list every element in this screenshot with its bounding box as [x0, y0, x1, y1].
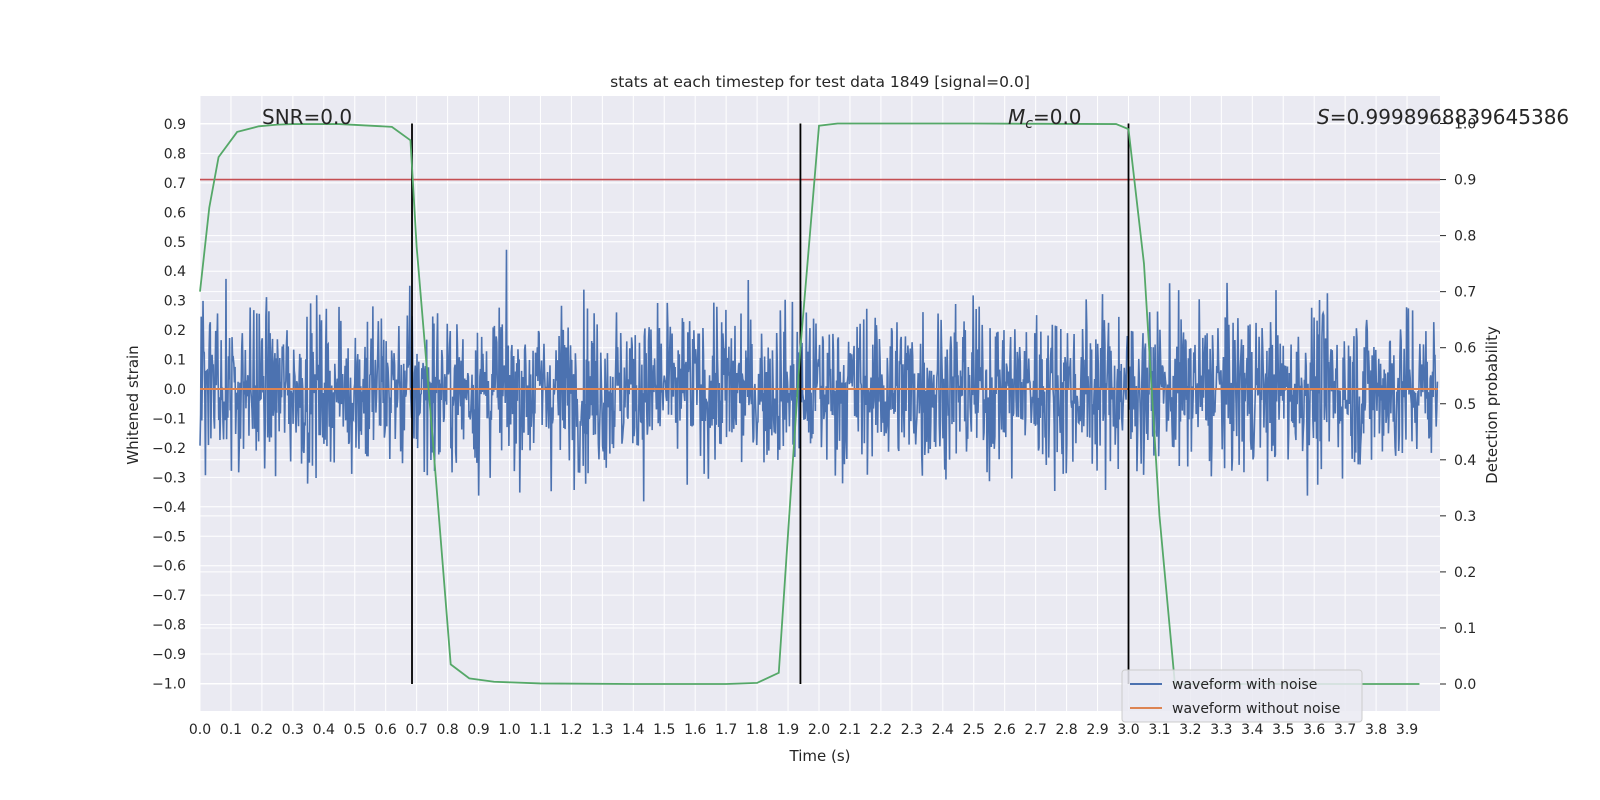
y-tick-label: 0.6	[164, 205, 186, 221]
x-tick-label: 0.0	[189, 722, 211, 738]
x-tick-label: 3.6	[1303, 722, 1325, 738]
y2-tick-label: 0.3	[1454, 509, 1476, 525]
x-tick-label: 2.4	[932, 722, 954, 738]
legend-box	[1121, 669, 1363, 723]
s-annotation: S=0.9998968839645386	[1317, 105, 1569, 129]
legend: waveform with noise waveform without noi…	[1121, 669, 1363, 723]
y-tick-label: −0.3	[152, 470, 186, 486]
lines-layer	[199, 122, 1440, 685]
y-tick-label: 0.0	[164, 382, 186, 398]
x-tick-label: 0.2	[251, 722, 273, 738]
y2-tick-label: 0.0	[1454, 677, 1476, 693]
y-tick-label: −0.6	[152, 559, 186, 575]
x-tick-label: 1.4	[622, 722, 644, 738]
x-tick-label: 2.6	[994, 722, 1016, 738]
y-tick-label: −0.2	[152, 441, 186, 457]
y-axis-label: Whitened strain	[124, 345, 142, 464]
legend-label-noise: waveform with noise	[1172, 677, 1317, 693]
x-tick-label: 0.3	[282, 722, 304, 738]
x-tick-label: 0.9	[467, 722, 489, 738]
y2-tick-label: 0.1	[1454, 621, 1476, 637]
x-tick-label: 0.7	[406, 722, 428, 738]
x-tick-label: 3.0	[1117, 722, 1139, 738]
x-tick-label: 3.8	[1365, 722, 1387, 738]
x-tick-label: 3.1	[1148, 722, 1170, 738]
y2-tick-label: 0.9	[1454, 173, 1476, 189]
x-tick-label: 1.5	[653, 722, 675, 738]
y-tick-label: 0.4	[164, 264, 186, 280]
y2-tick-label: 0.5	[1454, 397, 1476, 413]
y-tick-label: 0.3	[164, 294, 186, 310]
y-tick-label: −1.0	[152, 677, 186, 693]
x-tick-label: 1.8	[746, 722, 768, 738]
x-tick-label: 2.8	[1055, 722, 1077, 738]
y2-tick-label: 0.6	[1454, 341, 1476, 357]
snr-annotation: SNR=0.0	[262, 105, 352, 129]
chart-title: stats at each timestep for test data 184…	[610, 73, 1030, 91]
x-tick-label: 2.1	[839, 722, 861, 738]
y2-tick-label: 0.7	[1454, 285, 1476, 301]
x-tick-label: 2.5	[963, 722, 985, 738]
y2-axis-label: Detection probability	[1483, 326, 1501, 484]
x-tick-label: 1.3	[591, 722, 613, 738]
legend-label-clean: waveform without noise	[1172, 701, 1340, 717]
x-tick-label: 3.4	[1241, 722, 1263, 738]
x-tick-label: 1.9	[777, 722, 799, 738]
x-tick-label: 0.5	[344, 722, 366, 738]
x-tick-label: 0.6	[375, 722, 397, 738]
y2-tick-label: 1.0	[1454, 117, 1476, 133]
x-tick-label: 3.5	[1272, 722, 1294, 738]
x-tick-label: 3.2	[1179, 722, 1201, 738]
y-tick-label: −0.1	[152, 411, 186, 427]
detection-probability-line	[199, 122, 1420, 685]
x-tick-label: 1.1	[529, 722, 551, 738]
x-tick-label: 2.0	[808, 722, 830, 738]
x-tick-label: 1.7	[715, 722, 737, 738]
x-tick-label: 0.4	[313, 722, 335, 738]
chirp-mass-annotation: Mc=0.0	[1008, 105, 1082, 132]
y-tick-label: −0.7	[152, 588, 186, 604]
x-tick-label: 2.9	[1086, 722, 1108, 738]
ticks-layer: 0.0 0.1 0.2 0.3 0.4 0.5 0.6 0.7 0.8 0.9 1.0 1.1 1.2 1…	[152, 117, 1476, 739]
y-tick-label: 0.7	[164, 176, 186, 192]
y-tick-label: −0.5	[152, 529, 186, 545]
y-tick-label: 0.1	[164, 353, 186, 369]
x-tick-label: 2.7	[1025, 722, 1047, 738]
x-tick-label: 0.1	[220, 722, 242, 738]
y2-tick-label: 0.2	[1454, 565, 1476, 581]
y-tick-label: 0.2	[164, 323, 186, 339]
x-tick-label: 0.8	[436, 722, 458, 738]
x-tick-label: 1.0	[498, 722, 520, 738]
x-tick-label: 3.3	[1210, 722, 1232, 738]
y-tick-label: −0.9	[152, 647, 186, 663]
y-tick-label: 0.8	[164, 146, 186, 162]
x-tick-label: 1.2	[560, 722, 582, 738]
x-tick-label: 1.6	[684, 722, 706, 738]
y-tick-label: −0.8	[152, 618, 186, 634]
y-tick-label: −0.4	[152, 500, 186, 516]
y2-tick-label: 0.8	[1454, 229, 1476, 245]
x-tick-label: 2.2	[870, 722, 892, 738]
x-tick-label: 3.7	[1334, 722, 1356, 738]
y-tick-label: 0.9	[164, 117, 186, 133]
y-tick-label: 0.5	[164, 235, 186, 251]
y2-tick-label: 0.4	[1454, 453, 1476, 469]
x-axis-label: Time (s)	[789, 747, 851, 765]
x-tick-label: 3.9	[1396, 722, 1418, 738]
x-tick-label: 2.3	[901, 722, 923, 738]
